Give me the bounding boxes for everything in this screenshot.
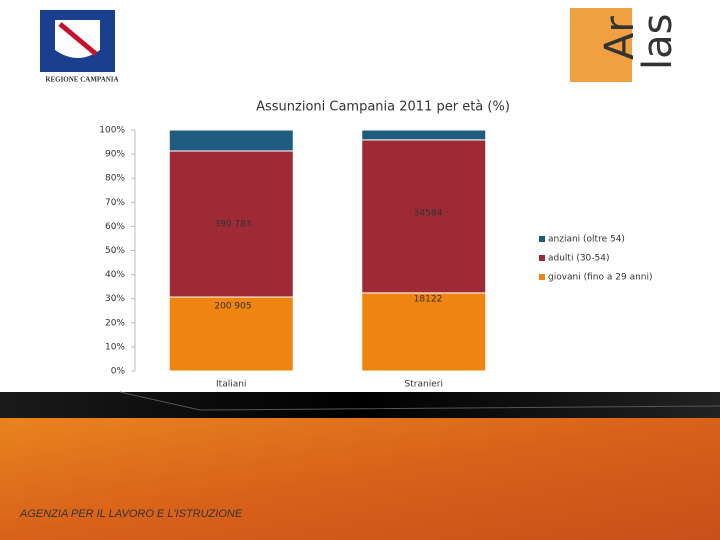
legend-swatch [539,274,545,280]
data-label: 200 905 [214,302,251,312]
band-line [119,391,720,411]
legend-label: adulti (30-54) [548,254,610,264]
y-tick-label: 30% [105,294,125,304]
y-tick-label: 0% [111,367,126,377]
y-tick-label: 40% [105,270,125,280]
y-tick-label: 100% [99,126,125,136]
y-tick-label: 20% [105,318,125,328]
logo-text-a: Ar [597,16,643,60]
logo-text-b: las [635,14,681,70]
bar-segment [361,292,487,372]
logo-text: REGIONE CAMPANIA [45,76,118,84]
legend-label: giovani (fino a 29 anni) [548,273,653,283]
legend-label: anziani (oltre 54) [548,235,625,245]
logo-band [58,22,98,56]
y-tick-label: 80% [105,174,125,184]
bar-segment [168,129,294,152]
data-label: 34584 [414,209,443,219]
x-tick-label: Stranieri [405,380,443,390]
bar-segment [361,129,487,141]
legend-swatch [539,236,545,242]
y-tick-label: 60% [105,222,125,232]
chart-title: Assunzioni Campania 2011 per età (%) [256,100,510,115]
x-tick-label: Italiani [216,380,246,390]
chart: 0% 10% 20% 30% 40% 50% 60% 70% 80% 90% 100% Italian… [99,126,652,390]
y-tick-label: 50% [105,246,125,256]
dark-band [0,392,720,418]
y-tick-label: 10% [105,342,125,352]
y-tick-label: 90% [105,150,125,160]
footer: AGENZIA PER IL LAVORO E L'ISTRUZIONE [19,508,243,520]
data-label: 18122 [414,295,443,305]
wood-band [0,418,720,540]
data-label: 390 783 [214,220,251,230]
legend-swatch [539,255,545,261]
logo-box [570,8,632,82]
bar-segment [168,296,294,372]
bar-segment [168,150,294,298]
y-tick-label: 70% [105,198,125,208]
